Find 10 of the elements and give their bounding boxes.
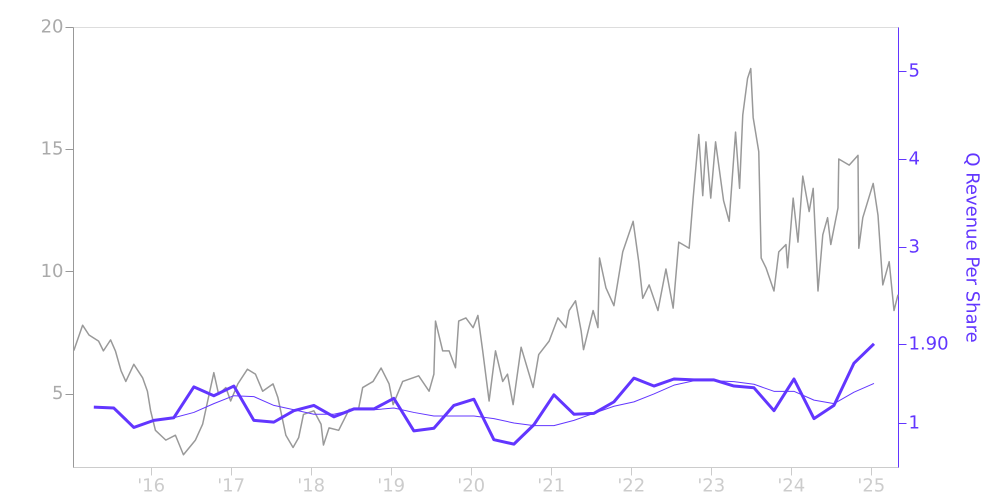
y2-tick-label: 4 [908, 148, 920, 170]
y-tick-label: 20 [40, 16, 64, 38]
y2-tick-label: 1.90 [908, 333, 949, 354]
y2-axis-title: Q Revenue Per Share [962, 152, 983, 343]
y-tick-label: 10 [40, 260, 64, 282]
y-tick-label: 15 [40, 138, 64, 160]
y2-tick-label: 3 [908, 236, 920, 258]
y-tick-label: 5 [52, 383, 64, 404]
y2-tick-label: 5 [908, 60, 920, 82]
y2-tick-label: 1 [908, 412, 920, 434]
